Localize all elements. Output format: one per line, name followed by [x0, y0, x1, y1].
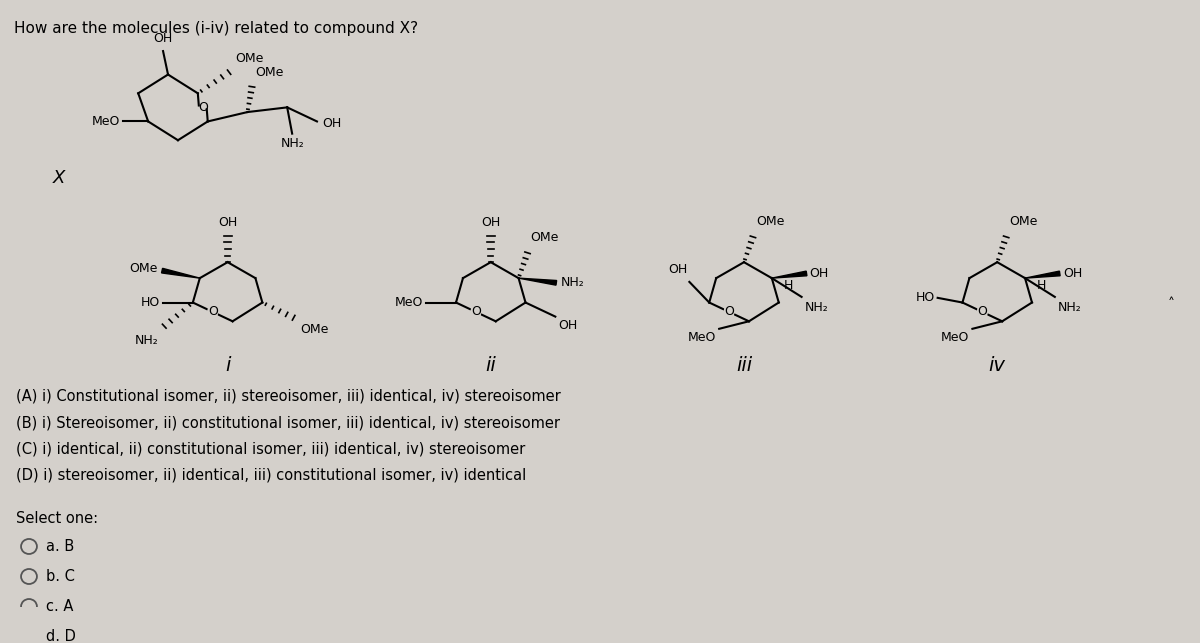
Text: OMe: OMe	[130, 262, 158, 275]
Text: Select one:: Select one:	[16, 511, 98, 526]
Text: H: H	[784, 279, 793, 292]
Text: O: O	[470, 305, 481, 318]
Text: OMe: OMe	[756, 215, 785, 228]
Text: OH: OH	[322, 117, 341, 130]
Text: NH₂: NH₂	[804, 301, 828, 314]
Text: HO: HO	[916, 291, 935, 304]
Text: OMe: OMe	[300, 323, 329, 336]
Text: How are the molecules (i-iv) related to compound X?: How are the molecules (i-iv) related to …	[14, 21, 419, 36]
Text: MeO: MeO	[92, 115, 120, 128]
Text: (D) i) stereoisomer, ii) identical, iii) constitutional isomer, iv) identical: (D) i) stereoisomer, ii) identical, iii)…	[16, 467, 527, 483]
Text: OH: OH	[218, 216, 238, 230]
Text: MeO: MeO	[941, 331, 970, 343]
Polygon shape	[772, 271, 806, 278]
Text: ii: ii	[485, 356, 496, 375]
Text: a. B: a. B	[46, 539, 74, 554]
Text: OH: OH	[481, 216, 500, 230]
Polygon shape	[162, 268, 199, 278]
Polygon shape	[1025, 271, 1060, 278]
Text: b. C: b. C	[46, 569, 74, 584]
Text: NH₂: NH₂	[560, 276, 584, 289]
Text: i: i	[224, 356, 230, 375]
Text: O: O	[198, 101, 208, 114]
Text: NH₂: NH₂	[1057, 301, 1081, 314]
Text: (B) i) Stereoisomer, ii) constitutional isomer, iii) identical, iv) stereoisomer: (B) i) Stereoisomer, ii) constitutional …	[16, 415, 560, 430]
Text: OH: OH	[1063, 267, 1082, 280]
Text: OH: OH	[668, 263, 688, 276]
Text: (A) i) Constitutional isomer, ii) stereoisomer, iii) identical, iv) stereoisomer: (A) i) Constitutional isomer, ii) stereo…	[16, 389, 560, 404]
Text: ˄: ˄	[1168, 298, 1175, 311]
Text: OH: OH	[810, 267, 829, 280]
Text: (C) i) identical, ii) constitutional isomer, iii) identical, iv) stereoisomer: (C) i) identical, ii) constitutional iso…	[16, 441, 526, 457]
Text: O: O	[724, 305, 734, 318]
Text: OMe: OMe	[530, 231, 559, 244]
Text: iv: iv	[989, 356, 1006, 375]
Text: c. A: c. A	[46, 599, 73, 614]
Polygon shape	[518, 278, 557, 285]
Text: OMe: OMe	[1009, 215, 1038, 228]
Text: HO: HO	[140, 296, 160, 309]
Text: OMe: OMe	[256, 66, 283, 79]
Text: MeO: MeO	[688, 331, 716, 343]
Text: NH₂: NH₂	[134, 334, 158, 347]
Text: iii: iii	[736, 356, 752, 375]
Text: OH: OH	[558, 320, 577, 332]
Text: H: H	[1037, 279, 1046, 292]
Text: d. D: d. D	[46, 629, 76, 643]
Text: O: O	[208, 305, 217, 318]
Text: MeO: MeO	[395, 296, 424, 309]
Text: O: O	[977, 305, 988, 318]
Text: X: X	[53, 168, 65, 186]
Text: OH: OH	[154, 32, 173, 44]
Text: OMe: OMe	[235, 52, 264, 65]
Text: NH₂: NH₂	[281, 138, 304, 150]
